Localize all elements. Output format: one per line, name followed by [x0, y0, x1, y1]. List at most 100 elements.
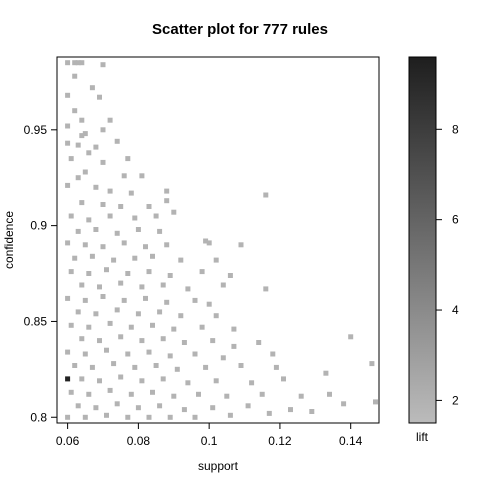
- data-point: [75, 142, 81, 148]
- y-axis-label: confidence: [2, 211, 16, 269]
- data-point: [72, 255, 78, 261]
- data-point: [249, 380, 255, 386]
- data-point: [210, 405, 216, 411]
- data-point: [373, 399, 378, 405]
- data-point: [82, 414, 88, 420]
- data-point: [118, 280, 124, 286]
- data-point: [65, 140, 71, 146]
- data-point: [132, 215, 138, 221]
- data-point: [125, 351, 131, 357]
- data-point: [135, 405, 141, 411]
- data-point: [79, 282, 85, 288]
- data-point: [65, 240, 71, 246]
- data-point: [118, 204, 124, 209]
- data-point: [79, 376, 85, 382]
- data-point: [79, 133, 85, 139]
- data-point: [146, 349, 152, 355]
- data-point: [266, 410, 272, 416]
- data-point: [135, 311, 141, 317]
- data-point: [146, 204, 152, 209]
- data-point: [121, 173, 127, 179]
- data-point: [150, 322, 155, 328]
- data-point: [157, 309, 163, 315]
- x-tick-label: 0.08: [127, 434, 151, 448]
- data-point: [118, 334, 124, 340]
- data-point: [68, 156, 74, 162]
- data-point: [238, 363, 244, 368]
- data-point: [132, 364, 138, 370]
- data-point: [157, 228, 163, 234]
- x-tick-label: 0.14: [339, 434, 363, 448]
- data-point: [160, 282, 166, 288]
- data-point: [196, 391, 201, 397]
- data-point: [97, 338, 102, 344]
- data-point: [86, 391, 92, 397]
- data-point: [89, 364, 95, 370]
- data-point: [100, 62, 106, 68]
- data-point: [86, 150, 92, 156]
- data-point: [75, 60, 81, 66]
- data-point: [104, 267, 109, 273]
- data-point: [263, 192, 269, 198]
- data-point: [79, 200, 85, 206]
- data-point: [206, 240, 212, 246]
- data-point: [139, 284, 145, 290]
- data-point: [100, 244, 106, 250]
- data-point: [89, 85, 95, 91]
- data-point: [327, 391, 332, 397]
- data-point: [157, 403, 163, 409]
- data-point: [150, 389, 155, 395]
- data-point: [153, 363, 159, 368]
- data-point: [167, 414, 173, 420]
- data-point: [97, 378, 102, 384]
- data-point: [143, 244, 148, 250]
- data-point: [68, 322, 74, 328]
- data-point: [181, 407, 187, 413]
- data-point: [65, 376, 71, 382]
- data-point: [143, 295, 148, 301]
- data-point: [210, 338, 216, 344]
- data-point: [348, 334, 354, 340]
- data-point: [203, 364, 209, 370]
- data-point: [213, 378, 219, 384]
- data-point: [82, 297, 88, 303]
- data-point: [79, 60, 85, 66]
- data-point: [231, 343, 237, 349]
- data-point: [199, 269, 205, 275]
- data-point: [171, 393, 177, 399]
- data-point: [125, 156, 131, 162]
- data-point: [82, 169, 88, 175]
- data-point: [65, 414, 71, 420]
- data-point: [167, 353, 173, 359]
- data-point: [97, 284, 102, 290]
- data-point: [153, 213, 159, 219]
- color-bar-label: lift: [416, 430, 429, 444]
- x-tick-label: 0.12: [268, 434, 292, 448]
- data-point: [171, 209, 177, 215]
- color-tick-label: 4: [452, 303, 459, 317]
- data-point: [227, 412, 233, 418]
- data-point: [224, 393, 230, 399]
- data-point: [86, 217, 92, 223]
- data-point: [227, 273, 233, 278]
- data-point: [100, 159, 106, 165]
- data-point: [107, 188, 113, 194]
- data-point: [111, 361, 117, 367]
- data-point: [139, 338, 145, 344]
- data-point: [220, 355, 226, 361]
- data-point: [100, 127, 106, 133]
- data-point: [220, 282, 226, 288]
- data-point: [281, 376, 286, 382]
- data-point: [167, 273, 173, 278]
- data-point: [65, 182, 71, 188]
- data-point: [128, 391, 134, 397]
- x-tick-label: 0.1: [201, 434, 218, 448]
- data-point: [82, 242, 88, 248]
- data-point: [72, 363, 78, 368]
- data-point: [100, 294, 106, 299]
- data-point: [68, 213, 74, 219]
- data-point: [164, 188, 170, 194]
- color-tick-label: 2: [452, 393, 459, 407]
- data-point: [150, 253, 155, 259]
- data-point: [93, 405, 99, 411]
